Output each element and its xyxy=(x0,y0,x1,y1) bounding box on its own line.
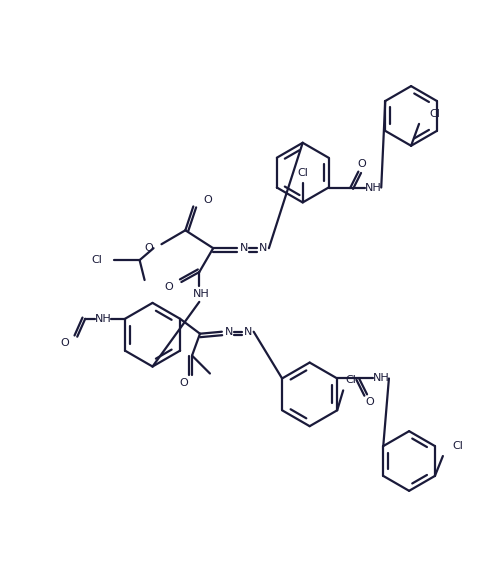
Text: Cl: Cl xyxy=(345,376,356,385)
Text: Cl: Cl xyxy=(91,255,102,265)
Text: NH: NH xyxy=(373,373,389,384)
Text: NH: NH xyxy=(193,289,210,299)
Text: O: O xyxy=(180,379,188,388)
Text: O: O xyxy=(61,338,69,347)
Text: N: N xyxy=(225,327,233,337)
Text: O: O xyxy=(145,243,154,253)
Text: O: O xyxy=(357,159,366,169)
Text: Cl: Cl xyxy=(453,441,464,451)
Text: NH: NH xyxy=(95,314,111,324)
Text: N: N xyxy=(259,243,267,253)
Text: NH: NH xyxy=(365,182,382,193)
Text: O: O xyxy=(366,397,374,407)
Text: N: N xyxy=(244,327,252,337)
Text: O: O xyxy=(165,282,173,292)
Text: O: O xyxy=(203,195,212,206)
Text: Cl: Cl xyxy=(297,168,308,177)
Text: N: N xyxy=(240,243,248,253)
Text: Cl: Cl xyxy=(429,109,440,119)
